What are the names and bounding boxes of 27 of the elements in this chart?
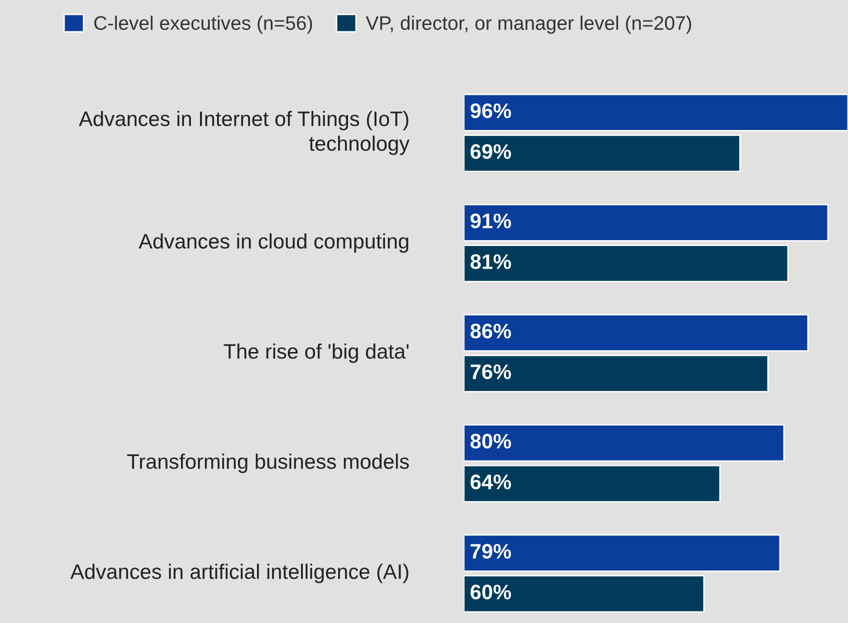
data-label: 86% bbox=[470, 324, 512, 338]
data-label: 69% bbox=[470, 144, 512, 159]
bar bbox=[464, 354, 769, 392]
data-label: 91% bbox=[470, 214, 512, 228]
bar bbox=[464, 94, 848, 132]
data-label: 96% bbox=[470, 103, 512, 118]
legend-label: VP, director, or manager level (n=207) bbox=[366, 16, 692, 34]
data-label: 76% bbox=[470, 364, 512, 380]
y-tick-label: Advances in Internet of Things (IoT) technology bbox=[78, 110, 410, 155]
y-tick-label: The rise of 'big data' bbox=[224, 343, 409, 363]
bar bbox=[464, 424, 785, 462]
data-label: 64% bbox=[470, 474, 512, 490]
data-label: 60% bbox=[470, 584, 512, 600]
bar bbox=[464, 534, 781, 572]
bar bbox=[464, 314, 809, 352]
bar bbox=[464, 574, 705, 613]
data-label: 81% bbox=[470, 254, 512, 270]
data-label: 80% bbox=[470, 434, 512, 449]
data-label: 79% bbox=[470, 544, 512, 559]
y-tick-label: Advances in cloud computing bbox=[138, 233, 408, 253]
y-tick-label: Advances in artificial intelligence (AI) bbox=[70, 564, 408, 584]
bar bbox=[464, 244, 789, 282]
bar bbox=[464, 204, 829, 242]
y-tick-label: Transforming business models bbox=[127, 454, 409, 474]
legend-label: C-level executives (n=56) bbox=[94, 16, 312, 34]
bar bbox=[464, 464, 721, 503]
bar bbox=[464, 134, 741, 172]
